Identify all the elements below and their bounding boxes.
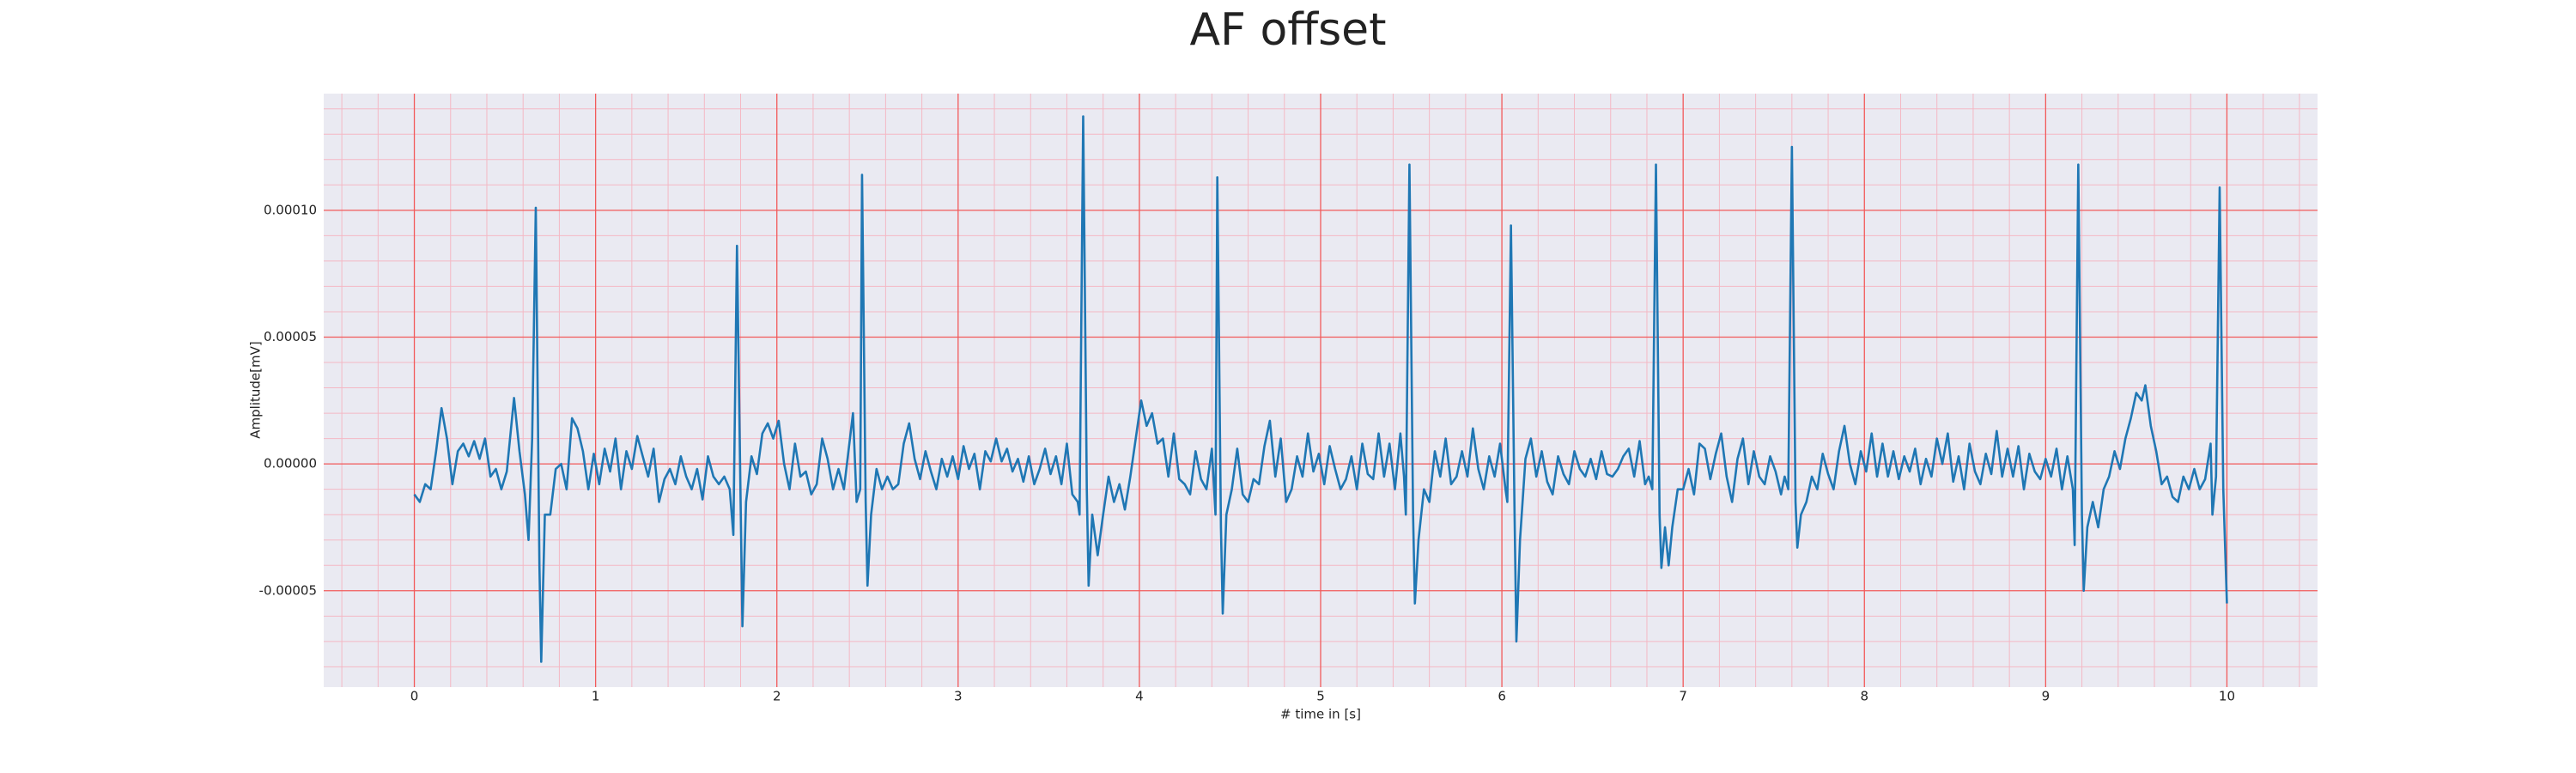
x-tick-label: 8 bbox=[1860, 689, 1868, 704]
y-tick-label: 0.00005 bbox=[264, 329, 317, 344]
y-axis-label: Amplitude[mV] bbox=[248, 341, 264, 438]
labels: AF offset # time in [s] Amplitude[mV] 0 1… bbox=[248, 4, 2236, 722]
signal-line bbox=[413, 115, 2228, 663]
x-tick-label: 0 bbox=[410, 689, 419, 704]
chart-title: AF offset bbox=[1189, 4, 1386, 56]
marks bbox=[413, 115, 2228, 663]
y-tick-label: 0.00000 bbox=[264, 456, 317, 472]
x-tick-label: 7 bbox=[1679, 689, 1687, 704]
y-tick-label: 0.00010 bbox=[264, 202, 317, 217]
x-tick-label: 3 bbox=[954, 689, 963, 704]
x-axis-label: # time in [s] bbox=[1280, 707, 1361, 722]
grid bbox=[324, 94, 2318, 687]
x-tick-label: 4 bbox=[1135, 689, 1144, 704]
x-tick-label: 2 bbox=[773, 689, 781, 704]
x-tick-label: 1 bbox=[592, 689, 600, 704]
x-tick-label: 10 bbox=[2219, 689, 2235, 704]
x-tick-label: 5 bbox=[1316, 689, 1325, 704]
y-tick-label: -0.00005 bbox=[259, 582, 317, 598]
x-tick-label: 6 bbox=[1498, 689, 1506, 704]
x-tick-label: 9 bbox=[2042, 689, 2050, 704]
